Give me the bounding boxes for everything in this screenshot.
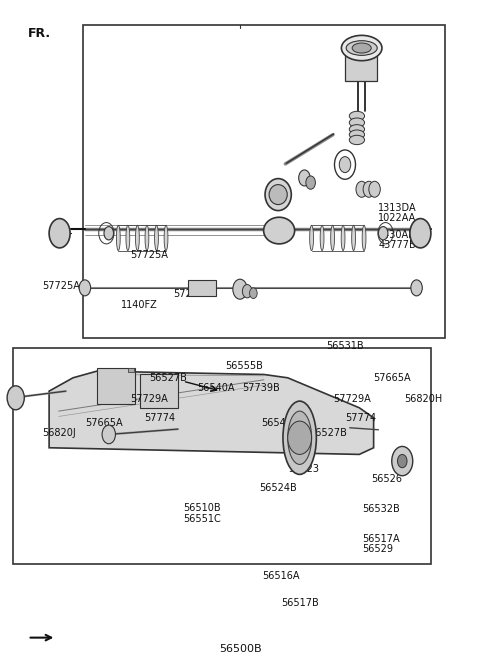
Polygon shape — [49, 371, 373, 454]
Circle shape — [233, 279, 247, 299]
Circle shape — [363, 181, 374, 197]
Text: 56540A: 56540A — [262, 417, 299, 427]
Ellipse shape — [349, 118, 364, 127]
Text: 56523: 56523 — [288, 464, 319, 474]
Ellipse shape — [116, 225, 120, 251]
Text: 56540A: 56540A — [197, 383, 235, 393]
Ellipse shape — [349, 130, 364, 139]
Ellipse shape — [331, 225, 335, 251]
Circle shape — [49, 219, 70, 248]
Text: 56555B: 56555B — [226, 361, 264, 371]
Ellipse shape — [349, 135, 364, 145]
Circle shape — [250, 288, 257, 298]
Bar — [97, 368, 135, 405]
Ellipse shape — [346, 41, 377, 56]
Ellipse shape — [349, 111, 364, 120]
Text: 56551C: 56551C — [183, 514, 221, 524]
Circle shape — [356, 181, 367, 197]
Text: 57739B: 57739B — [242, 383, 280, 393]
Ellipse shape — [283, 401, 316, 474]
Ellipse shape — [164, 225, 168, 251]
Circle shape — [369, 181, 380, 197]
Circle shape — [392, 446, 413, 476]
Ellipse shape — [288, 411, 312, 464]
Text: 56517B: 56517B — [281, 597, 319, 607]
Ellipse shape — [269, 185, 287, 205]
Text: 56527B: 56527B — [309, 427, 347, 438]
Circle shape — [102, 425, 116, 444]
Text: 57665A: 57665A — [85, 417, 122, 427]
Text: 57280: 57280 — [173, 289, 204, 299]
Ellipse shape — [135, 225, 139, 251]
Ellipse shape — [352, 43, 371, 53]
Bar — [188, 280, 216, 296]
Text: 56532B: 56532B — [362, 504, 399, 514]
Circle shape — [288, 421, 312, 454]
Text: 57729A: 57729A — [333, 395, 371, 405]
Ellipse shape — [362, 225, 366, 251]
Text: 1022AA: 1022AA — [378, 213, 417, 223]
Text: 56531B: 56531B — [326, 341, 363, 351]
Text: 57774: 57774 — [144, 413, 176, 423]
Text: 56500B: 56500B — [219, 644, 261, 654]
Circle shape — [411, 280, 422, 296]
Text: 56526: 56526 — [371, 474, 402, 484]
Circle shape — [339, 157, 351, 173]
Circle shape — [306, 176, 315, 189]
Text: 56527B: 56527B — [149, 373, 187, 383]
Ellipse shape — [264, 217, 295, 244]
Text: 57774: 57774 — [345, 413, 376, 423]
Ellipse shape — [341, 225, 345, 251]
Bar — [345, 47, 377, 82]
Ellipse shape — [155, 225, 158, 251]
Text: FR.: FR. — [28, 27, 51, 40]
Text: 1313DA: 1313DA — [378, 203, 417, 213]
Text: 56820H: 56820H — [405, 395, 443, 405]
Text: 56524B: 56524B — [260, 483, 297, 493]
Text: 57725A: 57725A — [42, 281, 80, 291]
Text: 56820J: 56820J — [42, 427, 76, 438]
Circle shape — [79, 280, 91, 296]
Ellipse shape — [265, 179, 291, 211]
Ellipse shape — [126, 225, 130, 251]
Text: 43777B: 43777B — [378, 240, 416, 250]
Text: 56529: 56529 — [362, 545, 393, 555]
Text: 56516A: 56516A — [262, 571, 300, 581]
Text: 57665A: 57665A — [373, 373, 411, 383]
Circle shape — [378, 227, 388, 240]
Ellipse shape — [352, 225, 356, 251]
Ellipse shape — [310, 225, 313, 251]
Text: 1430AK: 1430AK — [378, 230, 416, 240]
Ellipse shape — [341, 35, 382, 61]
Text: 56517A: 56517A — [362, 535, 399, 545]
Ellipse shape — [320, 225, 324, 251]
Text: 1140FZ: 1140FZ — [120, 300, 157, 310]
Bar — [128, 368, 133, 372]
Bar — [140, 375, 178, 408]
Text: 57725A: 57725A — [130, 250, 168, 260]
Circle shape — [410, 219, 431, 248]
Ellipse shape — [349, 124, 364, 134]
Circle shape — [299, 170, 310, 186]
Circle shape — [397, 454, 407, 468]
Circle shape — [104, 227, 114, 240]
Ellipse shape — [145, 225, 149, 251]
Circle shape — [7, 386, 24, 410]
Text: 56510B: 56510B — [183, 503, 221, 513]
Circle shape — [242, 284, 252, 298]
Text: 57729A: 57729A — [130, 395, 168, 405]
